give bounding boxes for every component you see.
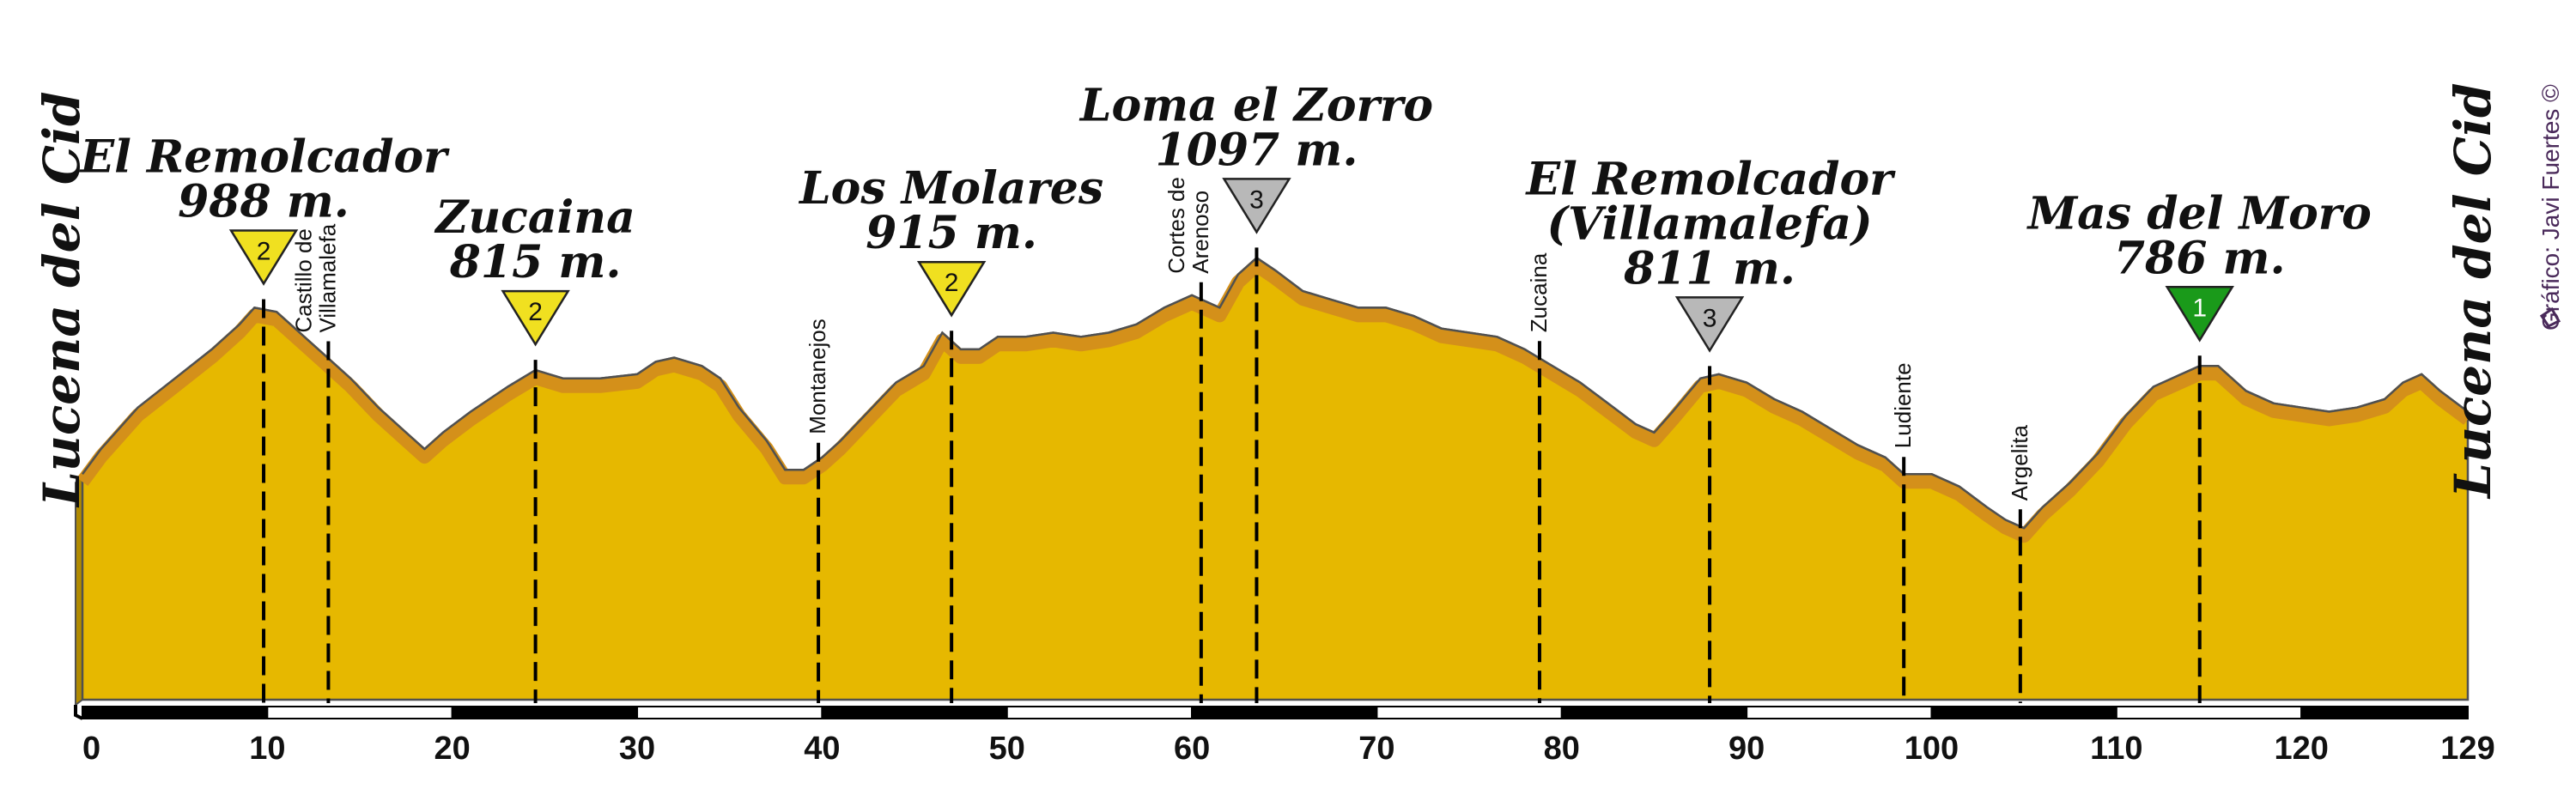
axis-segment: [1376, 706, 1563, 719]
axis-tick-label: 129: [2440, 731, 2494, 767]
start-location-label: Lucena del Cid: [33, 91, 91, 508]
town-label: Montanejos: [805, 319, 830, 434]
axis-tick-label: 70: [1358, 731, 1394, 767]
distance-axis: 0 10 20 30 40 50 60 70 80 90 100 110 120 129: [74, 705, 2495, 767]
peak-elevation: 811 m.: [1623, 242, 1795, 294]
category-number: 3: [1703, 304, 1717, 332]
credit-text: Gráfico: Javi Fuertes ©: [2537, 84, 2564, 331]
peak-elevation: 815 m.: [449, 236, 622, 288]
profile-area-group: [75, 256, 2472, 707]
town-label: Castillo de: [290, 228, 316, 332]
category-number: 2: [945, 269, 959, 297]
peak-elevation: 786 m.: [2114, 232, 2286, 284]
axis-segment: [2115, 706, 2303, 719]
category-triangle-icon: [916, 260, 987, 318]
axis-segment: [82, 706, 269, 719]
axis-tick-label: 100: [1905, 731, 1959, 767]
axis-segment: [1560, 706, 1748, 719]
finish-location-label: Lucena del Cid: [2444, 82, 2502, 500]
category-triangle-icon: [501, 289, 570, 347]
peak-name: Mas del Moro: [2026, 187, 2372, 240]
marker-lines-group: [262, 247, 2202, 703]
axis-segment: [451, 706, 639, 719]
category-number: 2: [257, 237, 271, 265]
peak-elevation: 915 m.: [866, 207, 1037, 259]
profile-top-outline: [81, 257, 2469, 530]
axis-segment: [636, 706, 823, 719]
axis-tick-label: 40: [804, 731, 840, 767]
axis-segment: [1191, 706, 1378, 719]
peak-name: Zucaina: [434, 191, 635, 244]
category-triangle-icon: [228, 229, 299, 286]
category-triangle-icon: [1222, 178, 1291, 234]
axis-tick-label: 20: [434, 731, 471, 767]
peak-name: El Remolcador: [1525, 153, 1897, 205]
peak-name: (Villamalefa): [1546, 197, 1872, 250]
axis-segment: [266, 706, 453, 719]
axis-segment: [821, 706, 1008, 719]
axis-tick-label: 0: [82, 731, 100, 767]
town-label: Ludiente: [1890, 362, 1916, 448]
axis-tick-label: 80: [1544, 731, 1580, 767]
town-label: Arenoso: [1188, 191, 1213, 274]
author-logo-icon: [2539, 306, 2561, 328]
profile-edge-band: [76, 258, 2472, 543]
town-label: Argelita: [2007, 425, 2032, 501]
axis-tick-label: 110: [2090, 731, 2142, 767]
axis-tick-label: 50: [989, 731, 1025, 767]
town-label: Zucaina: [1526, 252, 1552, 332]
peak-name: El Remolcador: [79, 130, 451, 183]
peak-name: Loma el Zorro: [1078, 79, 1433, 131]
peak-elevation: 988 m.: [178, 175, 349, 228]
town-label: Villamalefa: [314, 223, 340, 332]
axis-segment: [2300, 706, 2469, 719]
axis-tick-label: 10: [249, 731, 285, 767]
category-triangle-icon: [1674, 296, 1745, 353]
profile-area: [81, 256, 2470, 701]
axis-side-edge: [74, 705, 83, 720]
town-label: Cortes de: [1163, 177, 1189, 274]
category-triangle-icon: [2165, 286, 2234, 343]
axis-tick-label: 60: [1174, 731, 1210, 767]
peak-name: Los Molares: [798, 162, 1103, 215]
axis-tick-label: 30: [619, 731, 655, 767]
category-number: 3: [1249, 185, 1264, 214]
axis-tick-label: 120: [2274, 731, 2328, 767]
category-number: 1: [2192, 294, 2207, 322]
peak-elevation: 1097 m.: [1155, 124, 1358, 176]
axis-tick-label: 90: [1728, 731, 1765, 767]
axis-segment: [1746, 706, 1933, 719]
axis-segment: [1930, 706, 2117, 719]
axis-segment: [1005, 706, 1194, 719]
category-number: 2: [528, 298, 543, 326]
